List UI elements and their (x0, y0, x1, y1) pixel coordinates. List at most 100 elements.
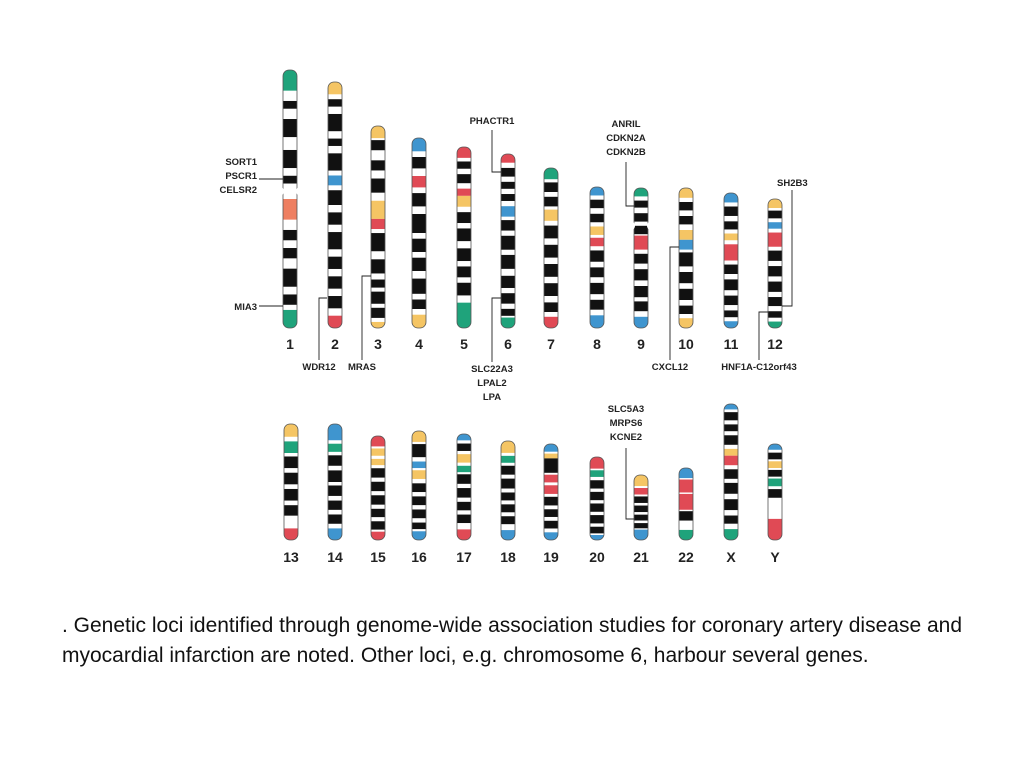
chromosome-3-band-4 (371, 200, 385, 219)
chromosome-17 (456, 433, 472, 541)
chromosome-15-band-8 (371, 531, 385, 540)
chromosome-3-band-10 (371, 307, 385, 318)
chromosome-label-X: X (726, 549, 736, 565)
chromosome-label-7: 7 (547, 336, 555, 352)
chromosome-8 (589, 186, 605, 329)
locus-annotation-4: MRAS (348, 275, 376, 373)
chromosome-4-band-4 (412, 214, 426, 233)
chromosome-2-band-1 (328, 99, 342, 107)
chromosome-label-16: 16 (411, 549, 427, 565)
figure-caption: . Genetic loci identified through genome… (62, 614, 962, 667)
chromosome-7-band-2 (544, 196, 558, 207)
chromosome-17-band-7 (457, 514, 471, 524)
chromosome-11-band-8 (724, 310, 738, 318)
chromosome-20-band-6 (590, 526, 604, 534)
chromosome-15-band-4 (371, 481, 385, 492)
chromosome-10-band-8 (679, 305, 693, 314)
chromosome-6-band-10 (501, 308, 515, 316)
chromosome-17-band-6 (457, 501, 471, 511)
locus-leader-line (625, 448, 634, 520)
chromosome-15-band-0 (371, 436, 385, 447)
chromosome-13-band-5 (284, 505, 298, 516)
chromosome-12-band-0 (768, 199, 782, 209)
chromosome-3-band-3 (371, 178, 385, 193)
chromosome-label-11: 11 (724, 336, 739, 352)
chromosome-5-band-3 (457, 188, 471, 196)
locus-leader-line (491, 297, 501, 362)
chromosome-15-band-7 (371, 521, 385, 530)
chromosome-22-band-2 (679, 493, 693, 510)
chromosome-12-band-8 (768, 311, 782, 318)
chromosome-11-band-0 (724, 193, 738, 203)
chromosome-5-band-10 (457, 302, 471, 328)
chromosome-17-band-5 (457, 488, 471, 498)
chromosome-3-band-7 (371, 259, 385, 274)
chromosome-5-band-2 (457, 174, 471, 184)
chromosome-19-band-4 (544, 485, 558, 494)
chromosome-22-band-4 (679, 522, 693, 530)
chromosome-9-band-4 (634, 235, 648, 250)
chromosome-X-band-8 (724, 499, 738, 511)
chromosome-10 (678, 187, 694, 329)
chromosome-12-band-2 (768, 222, 782, 229)
chromosome-label-5: 5 (460, 336, 468, 352)
chromosome-13 (283, 423, 299, 541)
chromosome-15 (370, 435, 386, 541)
chromosome-8-band-9 (590, 315, 604, 328)
chromosome-8-band-6 (590, 267, 604, 278)
chromosome-Y-band-6 (768, 503, 782, 514)
chromosome-4 (411, 137, 427, 329)
chromosome-11-band-7 (724, 295, 738, 306)
chromosome-20 (589, 456, 605, 541)
chromosome-label-10: 10 (678, 336, 694, 352)
chromosome-20-band-4 (590, 503, 604, 512)
chromosome-7-band-6 (544, 264, 558, 277)
chromosome-10-band-5 (679, 252, 693, 267)
chromosome-1-centromere-left (282, 187, 284, 196)
locus-annotation-1: SORT1 PSCR1 CELSR2 (220, 157, 283, 196)
chromosome-8-band-7 (590, 282, 604, 295)
chromosome-2-band-11 (328, 296, 342, 309)
chromosome-3-band-2 (371, 160, 385, 171)
chromosome-12-band-4 (768, 250, 782, 261)
chromosome-6-band-8 (501, 275, 515, 288)
chromosome-21 (633, 474, 649, 541)
chromosome-18-band-2 (501, 465, 515, 475)
chromosome-7-outline (543, 167, 559, 329)
chromosome-10-outline (678, 187, 694, 329)
locus-annotation-10: HNF1A-C12orf43 (721, 311, 797, 373)
gene-label-phactr1: PHACTR1 (470, 116, 516, 127)
chromosome-13-band-0 (284, 424, 298, 437)
chromosome-15-outline (370, 435, 386, 541)
chromosome-16-band-7 (412, 522, 426, 530)
gene-label-sort1: SORT1 (225, 157, 257, 168)
chromosome-3-band-8 (371, 279, 385, 288)
chromosome-Y-band-5 (768, 489, 782, 498)
chromosome-9-band-7 (634, 286, 648, 298)
chromosome-8-band-3 (590, 226, 604, 235)
chromosome-17-band-2 (457, 454, 471, 463)
chromosome-5-band-6 (457, 228, 471, 242)
chromosome-2-band-3 (328, 138, 342, 146)
chromosome-4-band-1 (412, 157, 426, 169)
locus-annotation-6: SLC22A3 LPAL2 LPA (471, 297, 513, 403)
chromosome-label-4: 4 (415, 336, 423, 352)
chromosome-14-band-4 (328, 485, 342, 496)
chromosome-20-band-0 (590, 457, 604, 469)
chromosome-2-band-6 (328, 190, 342, 205)
locus-leader-line (318, 297, 327, 360)
chromosome-label-3: 3 (374, 336, 382, 352)
chromosome-5-band-5 (457, 212, 471, 224)
chromosome-14-band-2 (328, 455, 342, 466)
chromosome-1-band-5 (283, 199, 297, 220)
chromosome-10-band-4 (679, 239, 693, 250)
chromosome-X-band-9 (724, 515, 738, 524)
chromosome-21-band-0 (634, 475, 648, 487)
chromosome-20-band-3 (590, 491, 604, 501)
chromosome-X-band-10 (724, 529, 738, 540)
chromosome-16-band-6 (412, 509, 426, 519)
chromosome-22-outline (678, 467, 694, 541)
chromosome-21-band-3 (634, 505, 648, 513)
chromosome-10-band-1 (679, 202, 693, 211)
chromosome-14-band-0 (328, 424, 342, 441)
